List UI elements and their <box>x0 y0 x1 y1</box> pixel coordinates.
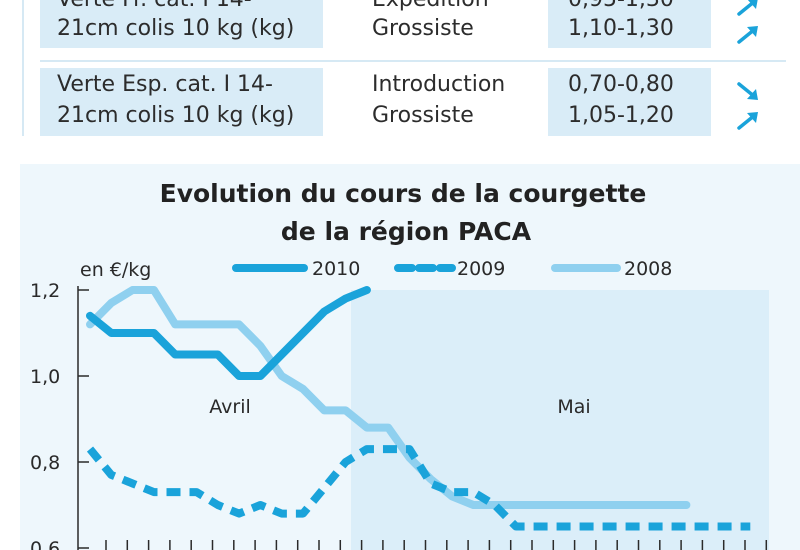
product-cell-bg <box>40 0 323 48</box>
market-stage: Expédition <box>372 0 489 15</box>
price-range: 0,95-1,30 <box>568 0 674 15</box>
legend-label-2008: 2008 <box>624 258 672 280</box>
price-evolution-chart: Evolution du cours de la courgette de la… <box>30 179 769 550</box>
may-period-shade <box>351 290 769 550</box>
y-tick-label: 1,0 <box>30 366 60 388</box>
period-label-may: Mai <box>557 396 590 418</box>
market-stage: Grossiste <box>372 103 474 128</box>
chart-title-line: de la région PACA <box>281 217 532 246</box>
series-line-2009 <box>86 445 751 531</box>
series-line-2010 <box>86 286 371 380</box>
y-axis: 1,2 1,0 0,8 0,6 <box>30 280 89 550</box>
series-layer <box>86 286 751 531</box>
arrow-down-right-icon <box>737 82 758 100</box>
y-tick-label: 0,6 <box>30 538 60 550</box>
product-name: 21cm colis 10 kg (kg) <box>57 103 295 128</box>
product-name: 21cm colis 10 kg (kg) <box>57 16 295 41</box>
chart-panel: Evolution du cours de la courgette de la… <box>20 164 800 550</box>
table-left-border <box>22 0 24 136</box>
price-cell-bg <box>548 0 711 48</box>
y-tick-label: 1,2 <box>30 280 60 302</box>
x-axis <box>105 540 768 550</box>
market-stage: Grossiste <box>372 16 474 41</box>
product-name: Verte Esp. cat. I 14- <box>57 72 273 97</box>
arrow-up-right-icon <box>737 112 758 130</box>
chart-title-line: Evolution du cours de la courgette <box>160 179 647 208</box>
period-label-april: Avril <box>209 396 251 418</box>
price-cell-bg <box>548 68 711 136</box>
legend: 2010 2009 2008 <box>232 258 672 280</box>
y-tick-label: 0,8 <box>30 452 60 474</box>
arrow-up-right-icon <box>737 26 758 44</box>
price-range: 1,10-1,30 <box>568 16 674 41</box>
y-axis-label: en €/kg <box>80 259 151 281</box>
market-stage: Introduction <box>372 72 506 97</box>
product-name: Verte Fr. cat. I 14- <box>57 0 252 15</box>
price-table: Verte Fr. cat. I 14- 21cm colis 10 kg (k… <box>0 0 800 140</box>
legend-label-2009: 2009 <box>457 258 505 280</box>
price-range: 1,05-1,20 <box>568 103 674 128</box>
table-row-divider <box>40 60 786 62</box>
arrow-up-right-icon <box>737 0 758 16</box>
product-cell-bg <box>40 68 323 136</box>
price-range: 0,70-0,80 <box>568 72 674 97</box>
legend-label-2010: 2010 <box>312 258 360 280</box>
